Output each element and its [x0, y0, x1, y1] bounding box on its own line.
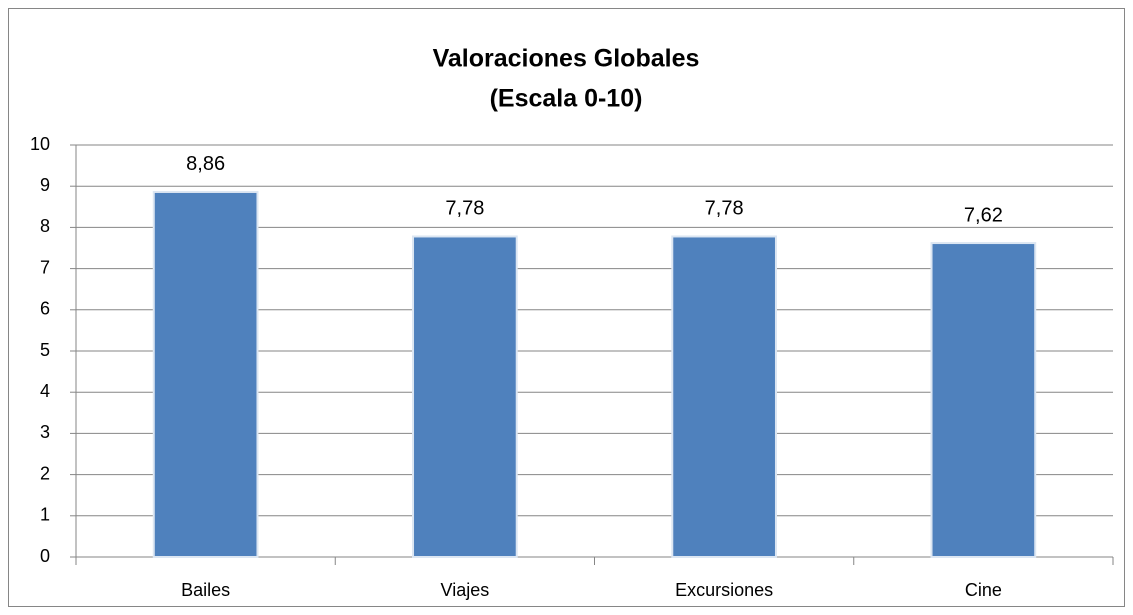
- y-tick-label: 3: [40, 422, 50, 442]
- x-tick-label: Bailes: [181, 580, 230, 600]
- x-tick-label: Cine: [965, 580, 1002, 600]
- y-tick-label: 4: [40, 381, 50, 401]
- x-tick-label: Viajes: [441, 580, 490, 600]
- y-tick-label: 9: [40, 175, 50, 195]
- chart-subtitle: (Escala 0-10): [490, 85, 643, 113]
- y-tick-label: 8: [40, 216, 50, 236]
- bar: [412, 235, 518, 559]
- y-tick-label: 6: [40, 299, 50, 319]
- y-tick-label: 5: [40, 340, 50, 360]
- y-tick-label: 10: [30, 134, 50, 154]
- y-tick-label: 0: [40, 546, 50, 566]
- y-tick-label: 7: [40, 257, 50, 277]
- bar: [152, 190, 259, 559]
- data-label: 7,62: [964, 204, 1003, 226]
- bar: [930, 242, 1037, 558]
- chart-title: Valoraciones Globales: [433, 45, 700, 73]
- data-label: 8,86: [186, 153, 225, 175]
- data-label: 7,78: [705, 198, 744, 220]
- bar: [671, 235, 777, 559]
- x-tick-label: Excursiones: [675, 580, 773, 600]
- y-tick-label: 2: [40, 463, 50, 483]
- y-tick-label: 1: [40, 505, 50, 525]
- data-label: 7,78: [445, 198, 484, 220]
